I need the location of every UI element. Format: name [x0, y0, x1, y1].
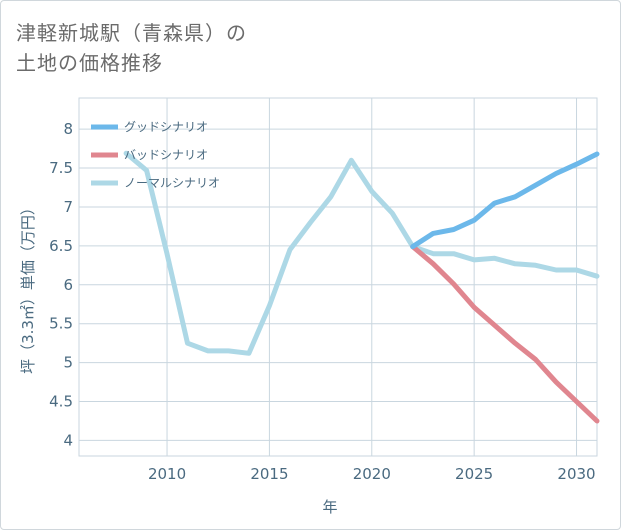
y-tick-label: 5.5 [49, 315, 73, 333]
y-tick-label: 4.5 [49, 393, 73, 411]
chart-title: 津軽新城駅（青森県）の 土地の価格推移 [16, 18, 247, 78]
x-tick-label: 2020 [353, 465, 391, 483]
y-tick-label: 8 [63, 120, 73, 138]
y-tick-label: 7.5 [49, 159, 73, 177]
chart-title-line1: 津軽新城駅（青森県）の [16, 21, 247, 45]
y-tick-label: 6 [63, 276, 73, 294]
y-axis-label: 坪（3.3㎡）単価（万円） [19, 200, 37, 374]
y-tick-label: 4 [63, 431, 73, 449]
legend-label-3: ノーマルシナリオ [124, 176, 220, 190]
y-tick-label: 5 [63, 354, 73, 372]
legend-label-2: バッドシナリオ [124, 148, 208, 162]
x-tick-label: 2010 [148, 465, 186, 483]
x-tick-label: 2015 [250, 465, 288, 483]
x-axis-label: 年 [322, 498, 337, 516]
series-line-2 [410, 244, 600, 424]
y-tick-label: 7 [63, 198, 73, 216]
x-tick-label: 2025 [455, 465, 493, 483]
x-tick-label: 2030 [557, 465, 595, 483]
legend-label-1: グッドシナリオ [124, 120, 208, 134]
y-tick-label: 6.5 [49, 237, 73, 255]
series-line-1 [410, 151, 600, 250]
chart-title-line2: 土地の価格推移 [16, 51, 163, 75]
series-line-3 [123, 150, 600, 356]
